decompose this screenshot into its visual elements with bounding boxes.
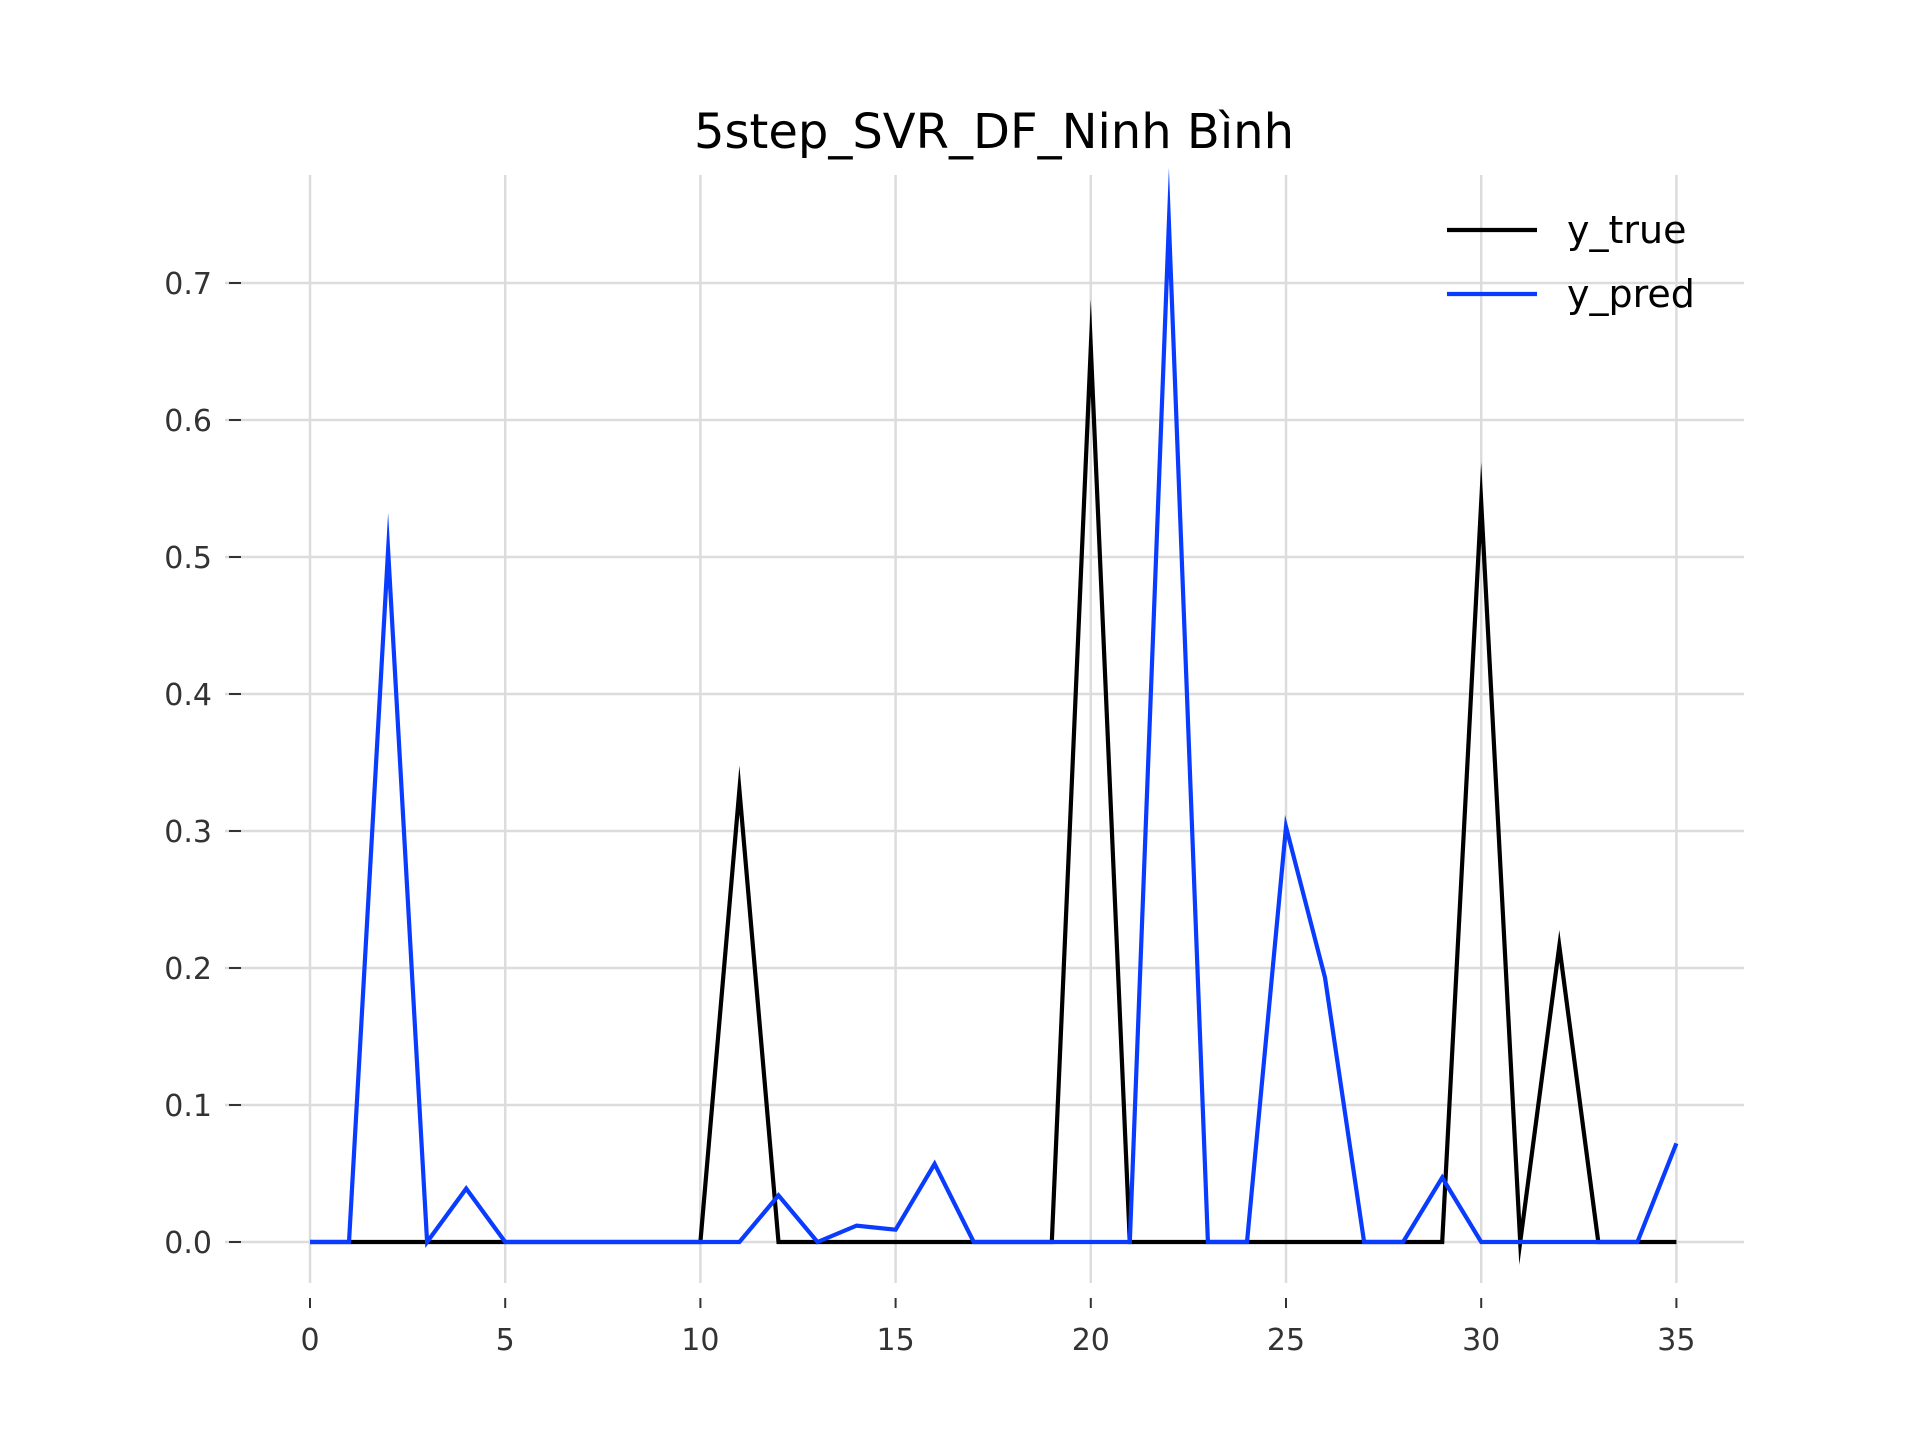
- y-tick-label: 0.3: [164, 815, 212, 850]
- x-axis-ticks: 0 5 10 15 20 25 30 35: [300, 1298, 1695, 1358]
- chart-title: 5step_SVR_DF_Ninh Bình: [694, 104, 1294, 160]
- x-tick-label: 30: [1462, 1323, 1500, 1358]
- y-tick-label: 0.7: [164, 267, 212, 302]
- x-tick-label: 20: [1072, 1323, 1110, 1358]
- y-axis-ticks: 0.0 0.1 0.2 0.3 0.4 0.5 0.6 0.7: [164, 267, 241, 1261]
- y-tick-label: 0.4: [164, 678, 212, 713]
- x-tick-label: 0: [300, 1323, 319, 1358]
- x-tick-label: 5: [496, 1323, 515, 1358]
- horizontal-gridlines: [225, 281, 1744, 1244]
- series-line-y-pred: [310, 167, 1679, 1248]
- x-tick-label: 35: [1657, 1323, 1695, 1358]
- series-lines: [310, 167, 1679, 1265]
- x-tick-label: 25: [1267, 1323, 1305, 1358]
- legend: y_true y_pred: [1447, 208, 1695, 316]
- y-tick-label: 0.5: [164, 541, 212, 576]
- y-tick-label: 0.1: [164, 1089, 212, 1124]
- series-line-y-true: [310, 299, 1677, 1265]
- y-tick-label: 0.6: [164, 404, 212, 439]
- legend-label-y-pred: y_pred: [1567, 272, 1695, 316]
- y-tick-label: 0.0: [164, 1226, 212, 1261]
- x-tick-label: 10: [681, 1323, 719, 1358]
- x-tick-label: 15: [877, 1323, 915, 1358]
- legend-label-y-true: y_true: [1567, 208, 1686, 252]
- y-tick-label: 0.2: [164, 952, 212, 987]
- vertical-gridlines: [308, 175, 1678, 1283]
